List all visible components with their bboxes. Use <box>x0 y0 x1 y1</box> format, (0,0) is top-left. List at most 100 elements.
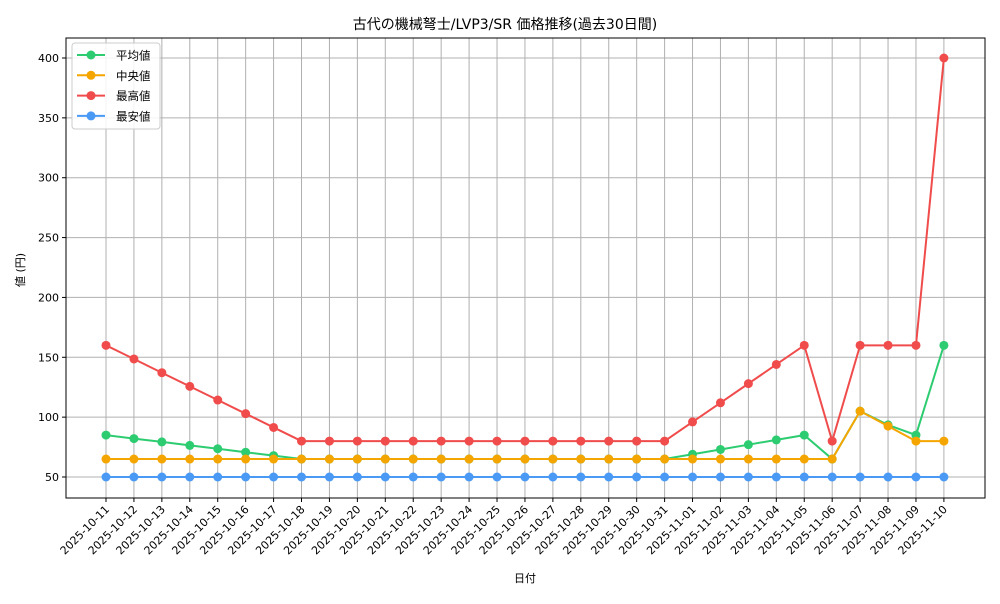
data-point <box>632 454 642 464</box>
data-point <box>855 340 865 350</box>
data-point <box>464 454 474 464</box>
y-tick-label: 50 <box>45 471 59 484</box>
data-point <box>213 444 223 454</box>
legend-swatch-marker <box>86 50 96 60</box>
plot-frame <box>65 37 986 499</box>
data-point <box>604 472 614 482</box>
y-tick-label: 350 <box>38 112 59 125</box>
data-point <box>827 436 837 446</box>
data-point <box>548 472 558 482</box>
data-point <box>241 409 251 419</box>
data-point <box>715 398 725 408</box>
data-point <box>883 421 893 431</box>
data-point <box>324 472 334 482</box>
legend-item: 最高値 <box>77 89 151 103</box>
data-point <box>297 454 307 464</box>
y-tick-label: 200 <box>38 291 59 304</box>
data-point <box>939 472 949 482</box>
data-point <box>688 454 698 464</box>
data-point <box>743 379 753 389</box>
data-point <box>799 340 809 350</box>
data-point <box>269 454 279 464</box>
data-point <box>129 454 139 464</box>
data-point <box>352 454 362 464</box>
series-line <box>101 472 949 482</box>
data-point <box>269 472 279 482</box>
chart-title: 古代の機械弩士/LVP3/SR 価格推移(過去30日間) <box>353 16 657 33</box>
grid-lines <box>66 38 985 498</box>
data-point <box>660 436 670 446</box>
data-point <box>576 454 586 464</box>
data-point <box>548 454 558 464</box>
data-point <box>129 434 139 444</box>
data-point <box>324 436 334 446</box>
data-point <box>380 454 390 464</box>
data-point <box>715 444 725 454</box>
data-point <box>883 340 893 350</box>
data-point <box>157 472 167 482</box>
y-tick-label: 150 <box>38 351 59 364</box>
data-point <box>492 472 502 482</box>
data-point <box>827 454 837 464</box>
data-point <box>799 472 809 482</box>
data-point <box>771 435 781 445</box>
data-point <box>241 454 251 464</box>
data-point <box>911 472 921 482</box>
data-point <box>185 440 195 450</box>
data-point <box>185 472 195 482</box>
data-point <box>911 436 921 446</box>
data-point <box>688 417 698 427</box>
data-point <box>827 472 837 482</box>
x-axis-label: 日付 <box>514 572 536 585</box>
series-line <box>101 406 949 464</box>
data-point <box>520 436 530 446</box>
data-point <box>380 472 390 482</box>
data-point <box>715 472 725 482</box>
data-point <box>576 436 586 446</box>
legend-label: 最安値 <box>116 109 151 123</box>
data-point <box>771 472 781 482</box>
data-point <box>352 472 362 482</box>
data-point <box>241 447 251 457</box>
legend-swatch-marker <box>86 111 96 121</box>
series-layer <box>101 53 949 482</box>
data-point <box>520 454 530 464</box>
legend-swatch-marker <box>86 70 96 80</box>
data-point <box>604 436 614 446</box>
legend-label: 最高値 <box>116 89 151 103</box>
legend-item: 平均値 <box>77 49 151 63</box>
data-point <box>855 406 865 416</box>
legend-swatch-marker <box>86 91 96 101</box>
data-point <box>185 454 195 464</box>
data-point <box>408 472 418 482</box>
data-point <box>771 454 781 464</box>
data-point <box>352 436 362 446</box>
data-point <box>436 436 446 446</box>
data-point <box>408 436 418 446</box>
data-point <box>157 437 167 447</box>
data-point <box>743 472 753 482</box>
data-point <box>492 436 502 446</box>
y-axis-label: 値 (円) <box>14 253 27 287</box>
y-tick-label: 300 <box>38 172 59 185</box>
data-point <box>408 454 418 464</box>
data-point <box>492 454 502 464</box>
data-point <box>101 454 111 464</box>
y-tick-label: 250 <box>38 232 59 245</box>
data-point <box>436 472 446 482</box>
data-point <box>436 454 446 464</box>
data-point <box>297 472 307 482</box>
data-point <box>157 368 167 378</box>
data-point <box>660 472 670 482</box>
x-axis-ticks: 2025-10-112025-10-122025-10-132025-10-14… <box>58 498 950 557</box>
data-point <box>213 454 223 464</box>
legend-item: 中央値 <box>77 69 151 83</box>
data-point <box>464 472 474 482</box>
data-point <box>297 436 307 446</box>
y-tick-label: 400 <box>38 52 59 65</box>
data-point <box>632 472 642 482</box>
data-point <box>576 472 586 482</box>
data-point <box>213 395 223 405</box>
